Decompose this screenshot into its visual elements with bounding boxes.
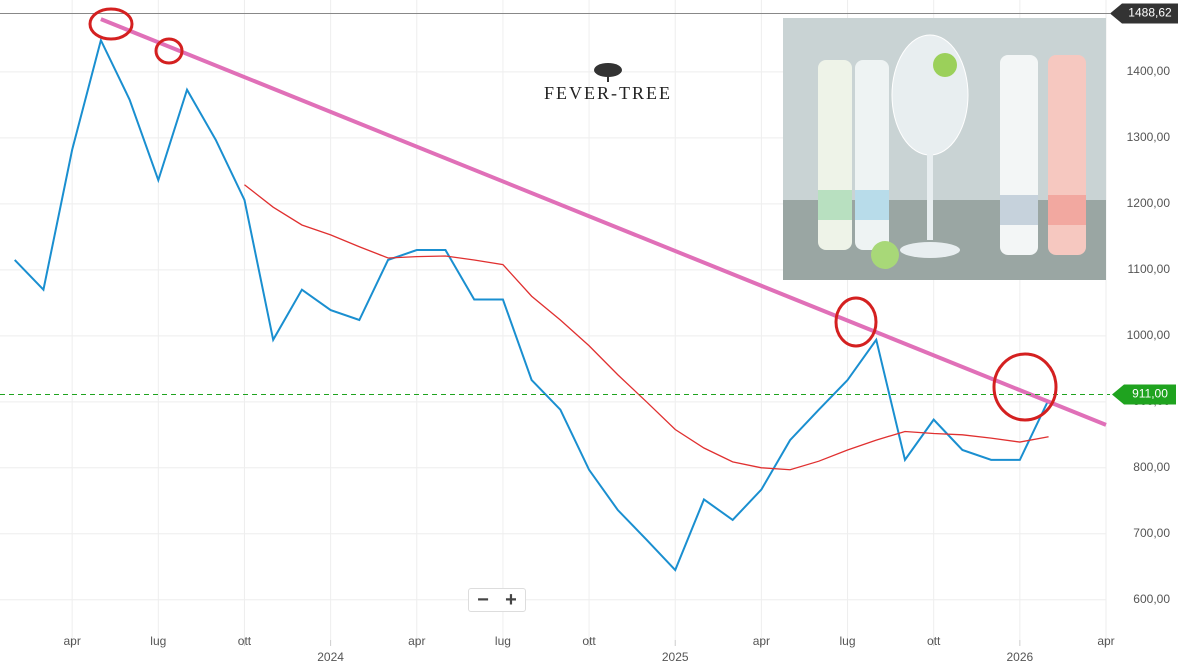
x-tick-label: ott bbox=[582, 634, 596, 648]
zoom-in-button[interactable]: + bbox=[505, 589, 517, 611]
x-tick-label: lug bbox=[495, 634, 511, 648]
price-line bbox=[13, 37, 1050, 572]
product-photo bbox=[783, 18, 1106, 280]
x-tick-label: 2024 bbox=[317, 650, 344, 664]
last-price-label: 911,00 bbox=[1132, 387, 1168, 401]
max-label: 1488,62 bbox=[1128, 6, 1172, 20]
y-tick-label: 600,00 bbox=[1133, 592, 1170, 606]
y-tick-label: 1000,00 bbox=[1127, 328, 1171, 342]
y-tick-label: 700,00 bbox=[1133, 526, 1170, 540]
logo-text: FEVER-TREE bbox=[544, 83, 672, 103]
max-badge bbox=[1110, 3, 1178, 24]
zoom-controls: − + bbox=[468, 588, 526, 612]
logo: FEVER-TREE bbox=[544, 63, 672, 103]
trend-line bbox=[100, 17, 1107, 427]
x-tick-label: ott bbox=[238, 634, 252, 648]
y-tick-label: 1200,00 bbox=[1127, 196, 1171, 210]
x-tick-label: apr bbox=[753, 634, 770, 648]
last-price-badge bbox=[1112, 384, 1176, 405]
y-tick-label: 800,00 bbox=[1133, 460, 1170, 474]
x-tick-label: apr bbox=[408, 634, 425, 648]
x-tick-label: apr bbox=[1097, 634, 1114, 648]
x-tick-label: ott bbox=[927, 634, 941, 648]
zoom-out-button[interactable]: − bbox=[477, 589, 489, 611]
y-tick-label: 1100,00 bbox=[1128, 262, 1171, 276]
x-tick-label: apr bbox=[63, 634, 80, 648]
y-tick-label: 1300,00 bbox=[1127, 130, 1171, 144]
x-tick-label: lug bbox=[840, 634, 856, 648]
highlight-circles bbox=[88, 7, 1058, 422]
x-tick-label: 2025 bbox=[662, 650, 689, 664]
plot: 1488,62 911,00 bbox=[0, 3, 1178, 572]
y-tick-label: 1400,00 bbox=[1127, 64, 1171, 78]
average-line bbox=[244, 184, 1049, 471]
x-tick-label: lug bbox=[150, 634, 166, 648]
x-tick-label: 2026 bbox=[1006, 650, 1033, 664]
